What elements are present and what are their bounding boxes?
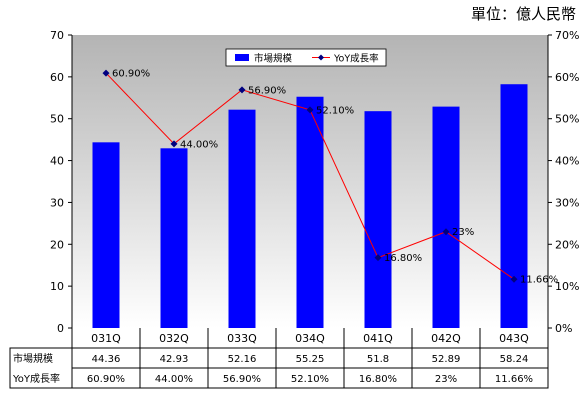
category-label: 031Q [91,332,121,345]
bar [364,111,392,329]
left-tick-label: 30 [50,196,64,209]
legend-marker [318,54,324,61]
table-cell: 51.8 [367,354,389,365]
bar [500,84,528,328]
category-label: 043Q [499,332,529,345]
bar [296,96,324,328]
yoy-data-label: 60.90% [112,69,150,80]
table-cell: 52.89 [432,354,461,365]
table-cell: 60.90% [87,374,125,385]
category-label: 033Q [227,332,257,345]
yoy-data-label: 23% [452,227,474,238]
table-cell: 56.90% [223,374,261,385]
table-row-label: YoY成長率 [12,372,60,385]
right-tick-label: 70% [555,29,579,42]
bar [432,106,460,328]
right-tick-label: 20% [555,238,579,251]
right-tick-label: 50% [555,113,579,126]
table-cell: 42.93 [160,354,189,365]
table-cell: 52.10% [291,374,329,385]
bar [228,109,256,328]
category-label: 034Q [295,332,325,345]
left-tick-label: 0 [57,322,64,335]
table-cell: 23% [435,374,457,385]
category-label: 042Q [431,332,461,345]
left-tick-label: 10 [50,280,64,293]
bar [92,142,120,328]
table-cell: 44.00% [155,374,193,385]
yoy-marker [374,254,382,262]
legend-label-line: YoY成長率 [333,53,379,65]
left-tick-label: 20 [50,238,64,251]
right-tick-label: 10% [555,280,579,293]
legend-swatch-bar [235,54,249,61]
table-cell: 44.36 [92,354,121,365]
yoy-marker [102,69,110,77]
right-tick-label: 40% [555,155,579,168]
table-cell: 58.24 [500,354,529,365]
yoy-data-label: 11.66% [520,275,558,286]
yoy-data-label: 16.80% [384,253,422,264]
yoy-data-label: 44.00% [180,139,218,150]
table-cell: 16.80% [359,374,397,385]
yoy-marker [170,140,178,148]
table-row-label: 市場規模 [13,352,53,365]
legend-label-bar: 市場規模 [254,53,293,65]
yoy-marker [306,106,314,114]
bar [160,148,188,328]
left-tick-label: 50 [50,113,64,126]
table-cell: 11.66% [495,374,533,385]
yoy-data-label: 52.10% [316,105,354,116]
table-cell: 55.25 [296,354,325,365]
category-label: 032Q [159,332,189,345]
right-tick-label: 30% [555,196,579,209]
category-label: 041Q [363,332,393,345]
left-tick-label: 40 [50,155,64,168]
right-tick-label: 60% [555,71,579,84]
legend-box [225,48,387,67]
table-cell: 52.16 [228,354,257,365]
yoy-marker [442,228,450,236]
yoy-data-label: 56.90% [248,85,286,96]
yoy-marker [238,86,246,94]
unit-label: 單位：億人民幣 [470,5,576,23]
left-tick-label: 70 [50,29,64,42]
yoy-marker [510,275,518,283]
left-tick-label: 60 [50,71,64,84]
right-tick-label: 0% [555,322,572,335]
